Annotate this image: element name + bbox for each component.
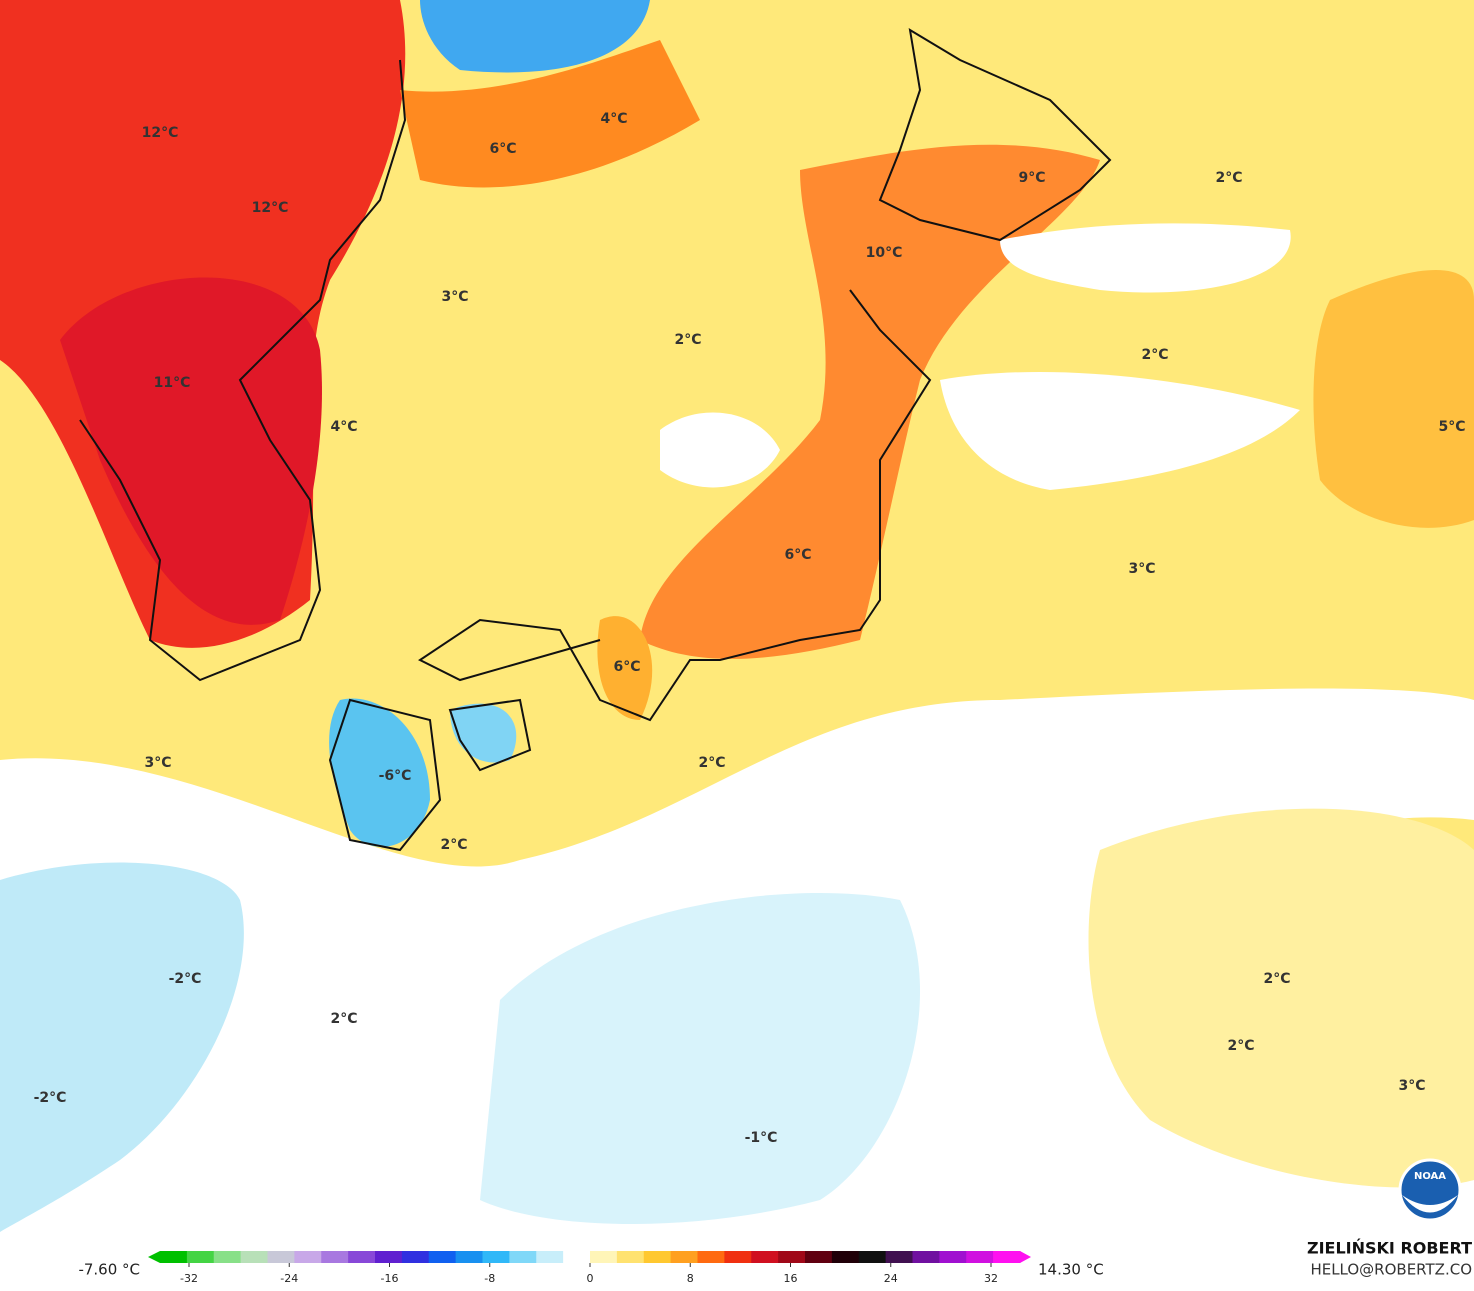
map-background <box>0 0 1474 1232</box>
coastlines <box>79 28 1112 852</box>
temperature-label: 6°C <box>489 141 516 157</box>
colorbar-swatch <box>348 1251 376 1263</box>
colorbar-swatch <box>616 1251 645 1263</box>
colorbar-tick-label: 8 <box>687 1272 694 1285</box>
noaa-logo: NOAA <box>1398 1158 1462 1222</box>
colorbar-swatch <box>509 1251 537 1263</box>
colorbar-swatch <box>831 1251 860 1263</box>
colorbar-swatch <box>885 1251 913 1263</box>
credit-email: HELLO@ROBERTZ.CO <box>1310 1261 1472 1279</box>
temperature-label: 2°C <box>698 755 725 771</box>
colorbar-swatch <box>805 1251 833 1263</box>
colorbar-end <box>148 1251 160 1263</box>
temperature-label: 11°C <box>154 375 191 391</box>
colorbar-swatch <box>751 1251 779 1263</box>
colorbar-swatch <box>455 1251 483 1263</box>
temperature-label: 5°C <box>1438 419 1465 435</box>
temperature-labels: 12°C 12°C 11°C 6°C 4°C 3°C 2°C 4°C 10°C 9°C 2°C 2°C… <box>34 111 1466 1146</box>
temperature-label: 12°C <box>142 125 179 141</box>
colorbar-swatch <box>375 1251 403 1263</box>
colorbar-min: -7.60 °C <box>78 1261 140 1279</box>
colorbar-swatch <box>670 1251 698 1263</box>
colorbar-end <box>1020 1251 1031 1263</box>
temperature-label: -1°C <box>745 1130 778 1146</box>
colorbar-swatch <box>267 1251 295 1263</box>
temperature-label: 3°C <box>144 755 171 771</box>
temperature-label: 2°C <box>1227 1038 1254 1054</box>
temperature-label: 6°C <box>613 659 640 675</box>
colorbar-swatch <box>482 1251 510 1263</box>
colorbar-tick-label: -16 <box>381 1272 399 1285</box>
colorbar-swatch <box>724 1251 752 1263</box>
colorbar-swatch <box>321 1251 349 1263</box>
colorbar-swatch <box>697 1251 725 1263</box>
colorbar-tick-label: 16 <box>784 1272 798 1285</box>
colorbar-tick-label: -8 <box>484 1272 495 1285</box>
colorbar-swatch <box>563 1251 591 1263</box>
temperature-label: 3°C <box>1398 1078 1425 1094</box>
colorbar-swatch <box>186 1251 215 1263</box>
temperature-label: -6°C <box>379 768 412 784</box>
temperature-label: 4°C <box>330 419 357 435</box>
colorbar-swatch <box>858 1251 887 1263</box>
temperature-label: 12°C <box>252 200 289 216</box>
temperature-label: 2°C <box>1263 971 1290 987</box>
colorbar-tick-label: 24 <box>884 1272 898 1285</box>
colorbar-swatch <box>294 1251 322 1263</box>
colorbar-swatch <box>778 1251 806 1263</box>
colorbar-swatch <box>160 1251 188 1263</box>
temperature-label: -2°C <box>34 1090 67 1106</box>
temperature-label: 2°C <box>674 332 701 348</box>
colorbar-tick-label: 0 <box>587 1272 594 1285</box>
temperature-label: 2°C <box>330 1011 357 1027</box>
colorbar-tick-label: -24 <box>280 1272 298 1285</box>
temperature-label: 2°C <box>440 837 467 853</box>
temperature-label: -2°C <box>169 971 202 987</box>
colorbar-swatch <box>966 1251 994 1263</box>
colorbar-swatch <box>643 1251 672 1263</box>
colorbar-swatch <box>939 1251 967 1263</box>
colorbar-swatch <box>912 1251 940 1263</box>
colorbar-swatch <box>240 1251 268 1263</box>
temperature-label: 4°C <box>600 111 627 127</box>
colorbar-swatch <box>993 1251 1021 1263</box>
temperature-label: 2°C <box>1141 347 1168 363</box>
colorbar-max: 14.30 °C <box>1038 1261 1104 1279</box>
temperature-label: 3°C <box>441 289 468 305</box>
colorbar-tick-label: -32 <box>180 1272 198 1285</box>
temperature-label: 3°C <box>1128 561 1155 577</box>
colorbar-swatch <box>428 1251 457 1263</box>
temperature-label: 2°C <box>1215 170 1242 186</box>
logo-text: NOAA <box>1414 1171 1446 1182</box>
temperature-label: 10°C <box>866 245 903 261</box>
colorbar-swatch <box>590 1251 618 1263</box>
colorbar: -32 -24 -16 -8 0 8 16 24 32 <box>148 1251 1031 1285</box>
colorbar-tick-label: 32 <box>984 1272 998 1285</box>
temperature-label: 9°C <box>1018 170 1045 186</box>
temperature-label: 6°C <box>784 547 811 563</box>
credit-name: ZIELIŃSKI ROBERT <box>1307 1239 1472 1258</box>
colorbar-swatch <box>213 1251 242 1263</box>
colorbar-swatch <box>401 1251 430 1263</box>
colorbar-swatch <box>536 1251 564 1263</box>
